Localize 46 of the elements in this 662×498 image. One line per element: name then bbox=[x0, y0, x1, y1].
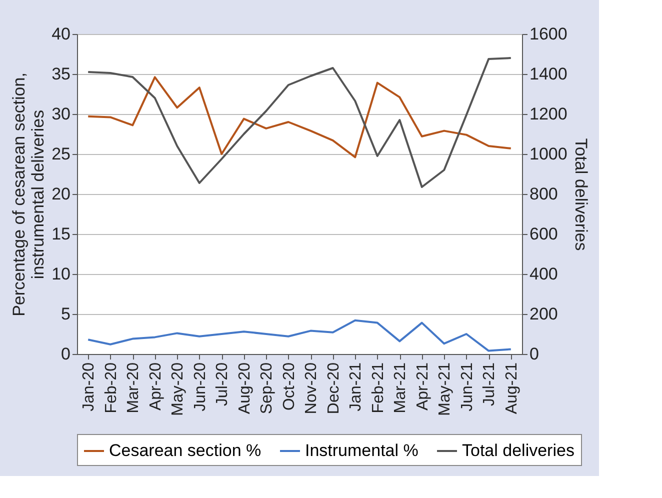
x-tick-label: Apr-21 bbox=[414, 362, 432, 411]
y-tick-label: 5 bbox=[61, 304, 70, 324]
x-tick-label: Feb-21 bbox=[370, 362, 387, 414]
y2-tick-label: 800 bbox=[530, 184, 558, 204]
y2-tick-label: 1200 bbox=[530, 104, 568, 124]
x-tick-label: May-20 bbox=[170, 362, 187, 416]
y2-tick-label: 1600 bbox=[530, 24, 568, 44]
y2-axis-title: Total deliveries bbox=[571, 138, 590, 251]
x-tick-label: Jun-21 bbox=[458, 362, 476, 412]
y-tick-label: 30 bbox=[52, 104, 70, 124]
x-tick-label: Sep-20 bbox=[258, 362, 276, 414]
x-tick-label: Aug-21 bbox=[503, 362, 520, 414]
line-series bbox=[87, 57, 512, 188]
y2-tick-label: 1000 bbox=[530, 144, 568, 164]
x-tick-label: Dec-20 bbox=[325, 362, 342, 414]
x-tick-label: Jul-21 bbox=[481, 362, 498, 406]
line-series bbox=[87, 319, 512, 352]
x-tick-label: Oct-20 bbox=[280, 362, 298, 411]
x-tick-label: Nov-20 bbox=[303, 362, 320, 414]
y-axis-title: Percentage of cesarean section, instrumental deliveries bbox=[10, 72, 48, 316]
x-tick-label: Aug-20 bbox=[236, 362, 254, 414]
x-tick-label: Jan-20 bbox=[80, 362, 98, 412]
y-tick-label: 25 bbox=[52, 144, 70, 164]
y2-tick-label: 200 bbox=[530, 304, 558, 324]
y-tick-label: 15 bbox=[52, 224, 70, 244]
y2-tick-label: 600 bbox=[530, 224, 558, 244]
y-tick-label: 40 bbox=[52, 24, 70, 44]
x-tick-label: Jul-20 bbox=[214, 362, 232, 406]
y2-tick-label: 1400 bbox=[530, 64, 568, 84]
y-tick-label: 10 bbox=[52, 264, 70, 284]
y2-tick-label: 0 bbox=[530, 344, 539, 364]
y-tick-label: 35 bbox=[52, 64, 70, 84]
x-tick-label: Mar-20 bbox=[125, 362, 142, 414]
legend-label: Total deliveries bbox=[462, 441, 574, 460]
x-tick-label: Mar-21 bbox=[392, 362, 410, 414]
legend-label: Cesarean section % bbox=[109, 441, 262, 460]
legend-label: Instrumental % bbox=[305, 441, 418, 460]
y2-tick-label: 400 bbox=[530, 264, 558, 284]
y-tick-label: 20 bbox=[52, 184, 70, 204]
x-tick-label: Feb-20 bbox=[102, 362, 120, 414]
x-tick-label: Apr-20 bbox=[147, 362, 164, 411]
x-tick-label: Jan-21 bbox=[348, 362, 365, 412]
x-tick-label: Jun-20 bbox=[192, 362, 209, 412]
x-tick-label: May-21 bbox=[436, 362, 454, 416]
line-series bbox=[87, 76, 512, 158]
y-tick-label: 0 bbox=[61, 344, 70, 364]
